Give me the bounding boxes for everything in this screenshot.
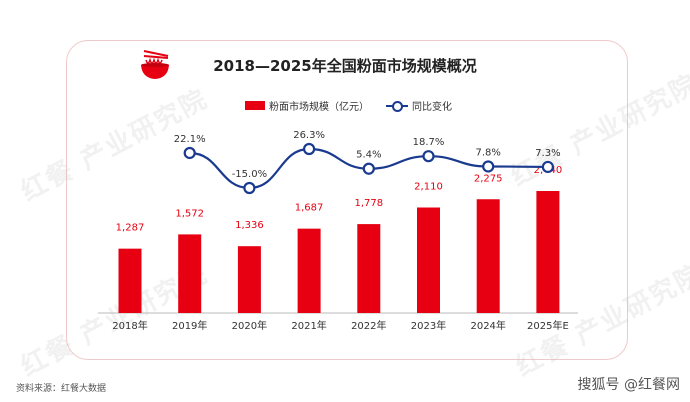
- bar-value-label: 1,778: [354, 198, 383, 209]
- legend-item-line: 同比变化: [386, 98, 452, 113]
- bar: [237, 246, 261, 313]
- bar-value-label: 1,687: [295, 203, 324, 214]
- legend-line-label: 同比变化: [412, 102, 452, 113]
- yoy-point: [362, 162, 375, 175]
- brand-watermark: 搜狐号 @红餐网: [577, 377, 680, 393]
- bar-value-label: 1,572: [175, 208, 204, 219]
- yoy-value-label: 5.4%: [356, 150, 381, 161]
- x-tick-label: 2024年: [470, 319, 505, 332]
- yoy-point: [422, 150, 435, 163]
- legend-line-swatch: [386, 101, 408, 112]
- yoy-value-label: 7.8%: [475, 147, 500, 158]
- chart-card: [66, 40, 628, 360]
- yoy-point: [243, 181, 256, 195]
- bar: [417, 207, 440, 313]
- legend-bar-swatch: [245, 101, 265, 110]
- bar-value-label: 2,110: [414, 182, 443, 193]
- x-tick-label: 2019年: [172, 319, 207, 332]
- x-tick-label: 2022年: [351, 319, 386, 332]
- yoy-value-label: -15.0%: [232, 169, 267, 180]
- legend: 粉面市场规模（亿元） 同比变化: [0, 98, 690, 113]
- yoy-value-label: 26.3%: [293, 130, 325, 141]
- yoy-value-label: 7.3%: [535, 148, 560, 159]
- bar-value-label: 1,287: [116, 223, 145, 234]
- yoy-point: [541, 160, 555, 174]
- noodle-bowl-icon: [141, 50, 169, 79]
- chart-title: 2018—2025年全国粉面市场规模概况: [213, 57, 477, 75]
- x-tick-label: 2023年: [411, 319, 446, 332]
- x-tick-label: 2018年: [112, 319, 147, 332]
- legend-bar-label: 粉面市场规模（亿元）: [269, 102, 369, 113]
- bar: [476, 199, 500, 313]
- bar: [297, 228, 321, 313]
- bar-value-label: 2,275: [474, 173, 503, 184]
- yoy-point: [303, 142, 316, 156]
- yoy-value-label: 22.1%: [174, 134, 206, 145]
- bar: [357, 224, 381, 313]
- bar: [178, 234, 202, 313]
- legend-item-bar: 粉面市场规模（亿元）: [245, 98, 369, 113]
- bar: [536, 191, 560, 313]
- yoy-point: [183, 146, 196, 160]
- bar-value-label: 1,336: [235, 220, 264, 231]
- source-note: 资料来源：红餐大数据: [16, 384, 107, 394]
- x-tick-label: 2021年: [291, 319, 326, 332]
- bar: [118, 248, 142, 313]
- yoy-point: [482, 160, 495, 173]
- x-tick-label: 2025年E: [527, 319, 569, 332]
- x-tick-label: 2020年: [232, 319, 267, 332]
- yoy-value-label: 18.7%: [413, 137, 445, 148]
